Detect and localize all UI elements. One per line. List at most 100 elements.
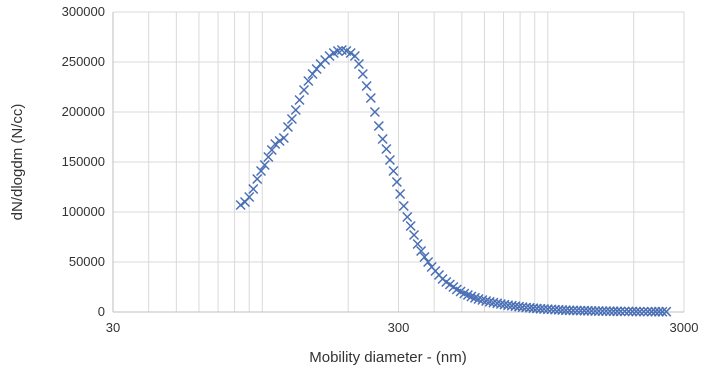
data-point (398, 200, 409, 212)
data-point (282, 121, 293, 133)
data-point (391, 176, 402, 188)
marker-stroke (353, 58, 364, 70)
marker-stroke (402, 211, 413, 223)
data-point (615, 306, 626, 317)
marker-stroke (398, 200, 409, 212)
marker-stroke (657, 306, 668, 317)
data-point (473, 293, 484, 305)
marker-stroke (282, 121, 293, 133)
marker-stroke (619, 306, 630, 317)
marker-stroke (384, 154, 395, 166)
grid (113, 11, 685, 312)
x-tick-label: 300 (388, 320, 410, 335)
marker-stroke (586, 305, 597, 316)
data-point (408, 229, 420, 241)
data-point (369, 106, 380, 118)
data-point (657, 306, 668, 317)
data-point (349, 50, 360, 62)
marker-stroke (266, 144, 277, 156)
marker-stroke (369, 106, 380, 118)
marker-stroke (405, 220, 416, 232)
data-point (638, 306, 649, 317)
marker-stroke (593, 306, 604, 317)
data-point (564, 305, 575, 316)
marker-stroke (423, 256, 434, 268)
marker-stroke (462, 289, 473, 301)
marker-stroke (324, 50, 335, 62)
marker-stroke (278, 132, 289, 144)
marker-stroke (365, 92, 376, 104)
data-point (642, 306, 653, 317)
data-point (469, 292, 481, 303)
data-point (575, 305, 586, 316)
x-tick-label: 3000 (670, 320, 699, 335)
y-tick-label: 150000 (62, 154, 105, 169)
data-point (653, 306, 664, 317)
marker-stroke (571, 305, 582, 316)
marker-stroke (263, 151, 274, 163)
data-point (365, 92, 376, 104)
marker-stroke (638, 306, 649, 317)
marker-stroke (601, 306, 612, 317)
data-point (623, 306, 634, 317)
data-point (266, 144, 277, 156)
marker-stroke (661, 306, 672, 317)
marker-stroke (361, 80, 372, 92)
marker-stroke (290, 104, 301, 116)
marker-stroke (568, 305, 579, 316)
data-point (402, 211, 413, 223)
marker-stroke (466, 291, 477, 302)
data-point (593, 306, 604, 317)
marker-stroke (653, 306, 664, 317)
y-tick-label: 50000 (69, 254, 105, 269)
marker-stroke (459, 288, 470, 299)
x-tick-label: 30 (106, 320, 120, 335)
data-point (601, 306, 612, 317)
marker-stroke (391, 176, 402, 188)
data-point (384, 154, 395, 166)
data-point (259, 159, 270, 171)
data-point (597, 306, 608, 317)
data-point (619, 306, 630, 317)
marker-stroke (341, 45, 352, 57)
marker-stroke (408, 229, 420, 241)
marker-stroke (270, 138, 281, 150)
y-tick-label: 100000 (62, 204, 105, 219)
data-point (560, 305, 571, 316)
data-point (631, 306, 642, 317)
marker-stroke (473, 293, 484, 305)
data-point (353, 58, 364, 70)
data-point (634, 306, 645, 317)
marker-stroke (256, 165, 267, 177)
marker-stroke (395, 188, 406, 200)
data-point (357, 68, 368, 80)
data-points (235, 44, 672, 317)
data-point (571, 305, 582, 316)
data-point (252, 173, 263, 185)
marker-stroke (419, 251, 430, 263)
data-point (263, 151, 274, 163)
data-point (627, 306, 638, 317)
marker-stroke (575, 305, 586, 316)
data-point (361, 80, 372, 92)
data-point (395, 188, 406, 200)
marker-stroke (564, 305, 575, 316)
data-point (466, 291, 477, 302)
data-point (412, 238, 423, 250)
data-point (256, 165, 267, 177)
data-point (373, 120, 384, 132)
marker-stroke (311, 63, 322, 75)
marker-stroke (252, 173, 263, 185)
marker-stroke (477, 294, 488, 306)
marker-stroke (597, 306, 608, 317)
marker-stroke (560, 305, 571, 316)
marker-stroke (336, 44, 347, 56)
marker-stroke (244, 191, 255, 203)
data-point (311, 63, 322, 75)
marker-stroke (381, 143, 392, 155)
data-point (381, 143, 392, 155)
marker-stroke (623, 306, 634, 317)
y-tick-label: 250000 (62, 54, 105, 69)
x-axis-title: Mobility diameter - (nm) (309, 349, 467, 366)
